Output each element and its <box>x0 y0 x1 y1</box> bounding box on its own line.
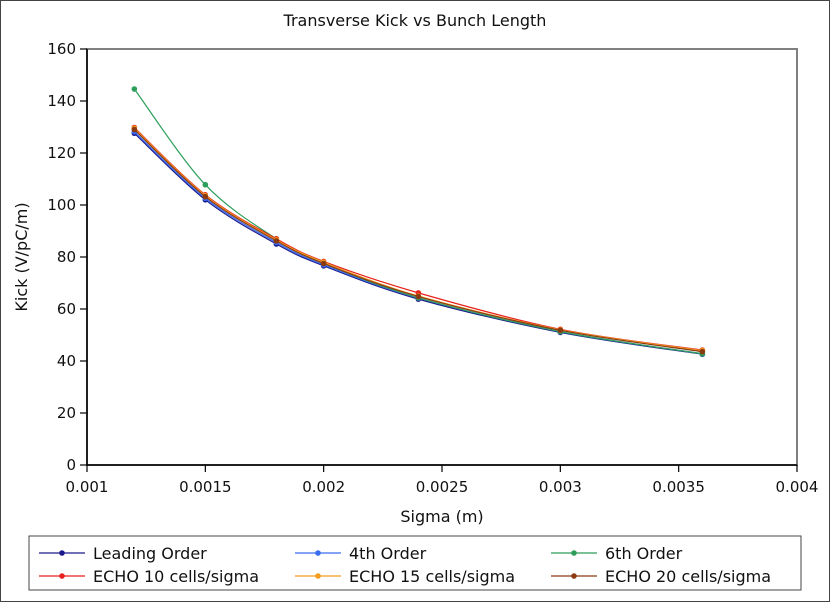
series-echo-15-cells-sigma <box>131 125 706 354</box>
series-echo-10-cells-sigma <box>131 124 706 353</box>
series-6th-order <box>131 86 706 357</box>
legend-label: ECHO 20 cells/sigma <box>605 567 771 586</box>
series-line-6th-order <box>133 88 703 355</box>
chart-title: Transverse Kick vs Bunch Length <box>283 11 547 30</box>
y-tick-label: 100 <box>47 196 76 214</box>
legend-item: 6th Order <box>551 544 683 563</box>
legend-label: ECHO 15 cells/sigma <box>349 567 515 586</box>
x-axis-label: Sigma (m) <box>400 507 483 526</box>
y-tick-label: 120 <box>47 144 76 162</box>
y-axis-label: Kick (V/pC/m) <box>12 202 31 311</box>
x-tick-label: 0.001 <box>66 478 109 496</box>
legend-label: ECHO 10 cells/sigma <box>93 567 259 586</box>
x-tick-label: 0.004 <box>776 478 819 496</box>
legend-item: ECHO 10 cells/sigma <box>39 567 259 586</box>
legend-item: Leading Order <box>39 544 207 563</box>
x-tick-label: 0.003 <box>539 478 582 496</box>
legend-swatch-marker <box>59 573 65 579</box>
legend-label: Leading Order <box>93 544 207 563</box>
data-point-echo-20-cells-sigma <box>699 348 706 355</box>
series-line-leading-order <box>133 132 703 355</box>
series-line-echo-15-cells-sigma <box>133 127 703 352</box>
y-tick-label: 160 <box>47 40 76 58</box>
legend-label: 4th Order <box>349 544 427 563</box>
data-point-echo-20-cells-sigma <box>557 327 564 334</box>
legend-box <box>28 535 802 591</box>
data-point-6th-order <box>131 86 138 92</box>
legend-item: ECHO 20 cells/sigma <box>551 567 771 586</box>
data-point-echo-20-cells-sigma <box>273 238 280 244</box>
y-tick-label: 40 <box>57 352 76 370</box>
legend-swatch-marker <box>59 550 65 556</box>
y-tick-label: 60 <box>57 300 76 318</box>
legend: Leading Order 4th Order 6th Order ECHO 10 c… <box>39 544 771 586</box>
legend-label: 6th Order <box>605 544 683 563</box>
x-tick-label: 0.0035 <box>652 478 705 496</box>
axes: 0.001 0.0015 0.002 0.0025 0.003 0.0035 0.004 0 2… <box>47 40 818 496</box>
x-tick-label: 0.002 <box>302 478 345 496</box>
data-point-echo-20-cells-sigma <box>202 193 209 200</box>
series-line-4th-order <box>133 131 703 355</box>
series-line-echo-20-cells-sigma <box>133 129 703 353</box>
x-tick-label: 0.0025 <box>416 478 469 496</box>
data-point-echo-20-cells-sigma <box>131 126 138 133</box>
data-point-echo-20-cells-sigma <box>415 293 422 300</box>
legend-swatch-marker <box>315 550 321 556</box>
data-point-echo-20-cells-sigma <box>320 260 327 267</box>
series-leading-order <box>131 130 706 358</box>
y-tick-label: 0 <box>66 456 76 474</box>
y-tick-label: 80 <box>57 248 76 266</box>
legend-swatch-marker <box>571 573 577 579</box>
data-point-6th-order <box>202 181 209 188</box>
series-4th-order <box>131 128 706 357</box>
legend-swatch-marker <box>571 550 577 556</box>
plot-area-frame <box>86 48 798 466</box>
y-tick-label: 140 <box>47 92 76 110</box>
legend-swatch-marker <box>315 573 321 579</box>
series-line-echo-10-cells-sigma <box>133 127 703 351</box>
legend-item: 4th Order <box>295 544 427 563</box>
x-tick-label: 0.0015 <box>179 478 232 496</box>
y-tick-label: 20 <box>57 404 76 422</box>
series-echo-20-cells-sigma <box>131 126 706 355</box>
series-layer <box>131 86 706 358</box>
legend-item: ECHO 15 cells/sigma <box>295 567 515 586</box>
